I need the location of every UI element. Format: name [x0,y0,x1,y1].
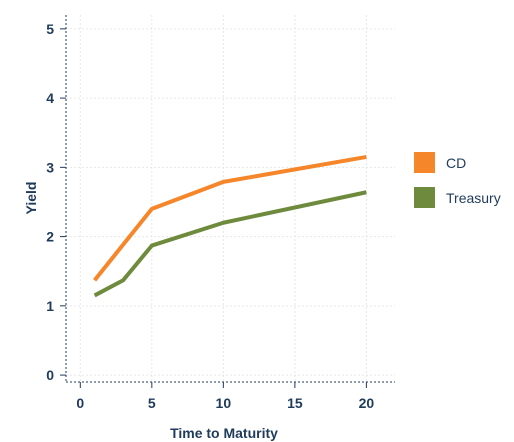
axes [60,15,395,388]
y-tick-label: 1 [46,298,54,314]
legend-label-cd: CD [446,155,466,171]
y-tick-label: 2 [46,229,54,245]
y-tick-label: 4 [46,90,54,106]
x-axis-title: Time to Maturity [170,425,278,441]
y-tick-label: 3 [46,159,54,175]
x-tick-label: 20 [359,395,375,411]
y-axis-title: Yield [23,182,39,215]
x-tick-label: 15 [287,395,303,411]
y-tick-label: 0 [46,367,54,383]
legend: CD Treasury [414,152,501,208]
grid-lines [66,15,395,382]
x-tick-label: 10 [216,395,232,411]
legend-swatch-treasury [414,187,435,208]
tick-labels: 0 5 10 15 20 0 1 2 3 4 5 [46,21,374,411]
y-tick-label: 5 [46,21,54,37]
x-tick-label: 5 [148,395,156,411]
legend-swatch-cd [414,152,435,173]
series-line-treasury [93,190,367,298]
x-tick-label: 0 [76,395,84,411]
series-line-cd [93,154,367,282]
legend-label-treasury: Treasury [446,190,501,206]
series-lines [93,154,367,298]
